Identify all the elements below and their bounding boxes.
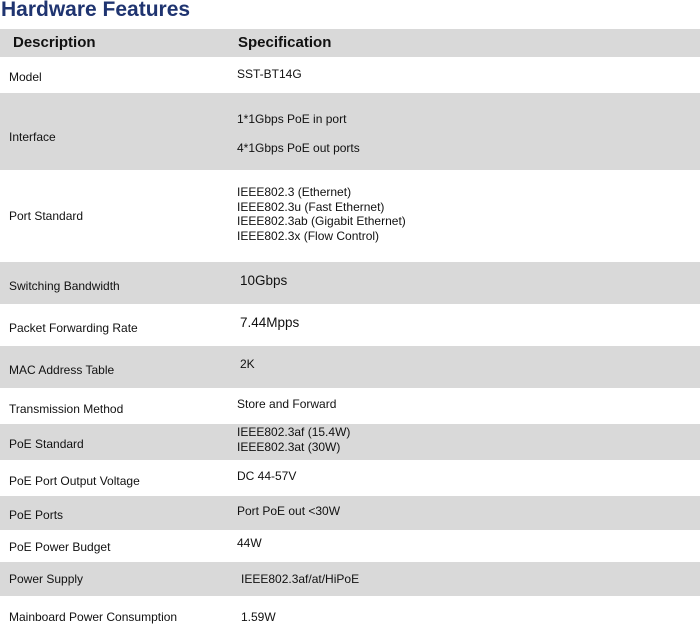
row-label: PoE Standard bbox=[9, 437, 84, 451]
header-description: Description bbox=[13, 34, 96, 51]
table-row: Model SST-BT14G bbox=[0, 57, 700, 93]
row-value: 2K bbox=[240, 357, 255, 371]
row-label: Transmission Method bbox=[9, 402, 124, 416]
row-value: IEEE802.3ab (Gigabit Ethernet) bbox=[237, 214, 406, 228]
row-label: PoE Power Budget bbox=[9, 540, 111, 554]
row-value: Port PoE out <30W bbox=[237, 504, 341, 518]
row-value: 4*1Gbps PoE out ports bbox=[237, 141, 360, 155]
row-value: DC 44-57V bbox=[237, 469, 297, 483]
row-label: Interface bbox=[9, 130, 56, 144]
row-value: 1.59W bbox=[241, 610, 276, 624]
row-label: Model bbox=[9, 70, 42, 84]
header-specification: Specification bbox=[238, 34, 332, 51]
table-row: PoE Port Output Voltage DC 44-57V bbox=[0, 460, 700, 496]
row-value: SST-BT14G bbox=[237, 67, 302, 81]
row-value: IEEE802.3at (30W) bbox=[237, 440, 341, 454]
row-value: IEEE802.3u (Fast Ethernet) bbox=[237, 200, 385, 214]
row-label: Mainboard Power Consumption bbox=[9, 610, 178, 624]
table-row: Port Standard IEEE802.3 (Ethernet) IEEE8… bbox=[0, 170, 700, 262]
table-row: Switching Bandwidth 10Gbps bbox=[0, 262, 700, 304]
table-row: Interface 1*1Gbps PoE in port 4*1Gbps Po… bbox=[0, 93, 700, 170]
row-value: IEEE802.3 (Ethernet) bbox=[237, 185, 352, 199]
row-label: PoE Ports bbox=[9, 508, 64, 522]
table-row: PoE Power Budget 44W bbox=[0, 530, 700, 562]
row-label: Packet Forwarding Rate bbox=[9, 321, 138, 335]
row-value: IEEE802.3af (15.4W) bbox=[237, 425, 351, 439]
table-row: Packet Forwarding Rate 7.44Mpps bbox=[0, 304, 700, 346]
row-label: PoE Port Output Voltage bbox=[9, 474, 140, 488]
row-value: 7.44Mpps bbox=[240, 315, 300, 330]
table-row: Transmission Method Store and Forward bbox=[0, 388, 700, 424]
table-row: PoE Ports Port PoE out <30W bbox=[0, 496, 700, 530]
row-label: MAC Address Table bbox=[9, 363, 115, 377]
table-row: MAC Address Table 2K bbox=[0, 346, 700, 388]
table-row: Mainboard Power Consumption 1.59W bbox=[0, 596, 700, 632]
row-label: Power Supply bbox=[9, 572, 84, 586]
row-value: IEEE802.3af/at/HiPoE bbox=[241, 572, 360, 586]
row-label: Port Standard bbox=[9, 209, 84, 223]
row-value: 1*1Gbps PoE in port bbox=[237, 112, 347, 126]
table-row: PoE Standard IEEE802.3af (15.4W) IEEE802… bbox=[0, 424, 700, 460]
page-title: Hardware Features bbox=[1, 0, 191, 21]
table-row: Power Supply IEEE802.3af/at/HiPoE bbox=[0, 562, 700, 596]
row-value: Store and Forward bbox=[237, 397, 337, 411]
row-value: IEEE802.3x (Flow Control) bbox=[237, 229, 380, 243]
table-header: Description Specification bbox=[0, 29, 700, 57]
row-label: Switching Bandwidth bbox=[9, 279, 120, 293]
row-value: 10Gbps bbox=[240, 273, 288, 288]
row-value: 44W bbox=[237, 536, 262, 550]
